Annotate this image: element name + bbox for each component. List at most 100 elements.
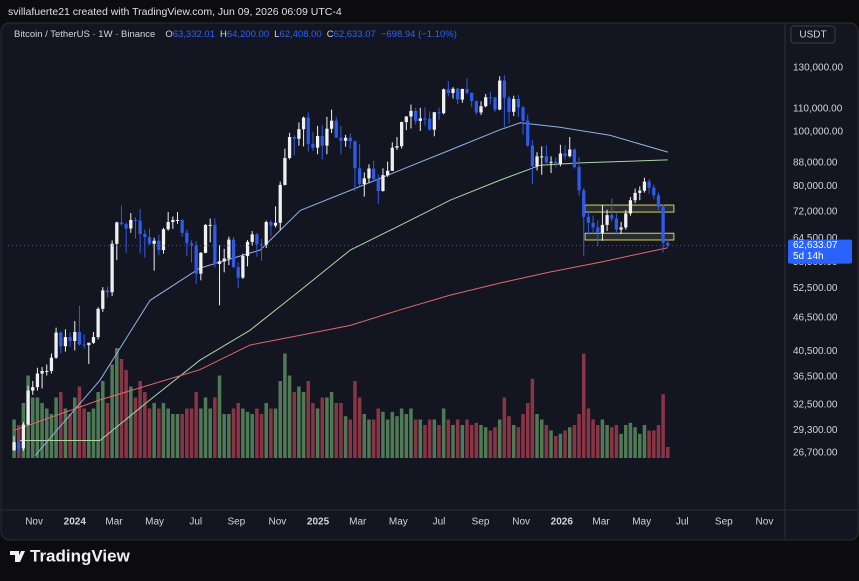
candle-body [189,243,194,246]
candle-body [460,88,464,100]
volume-bar [544,425,549,458]
volume-bar [474,422,479,458]
volume-bar [194,392,198,458]
candle-body [124,224,128,229]
candle-body [325,128,329,146]
volume-bar [96,392,100,458]
legend-value: 62,633.07 [334,29,376,40]
volume-bar [539,419,544,458]
x-tick-label: Mar [105,517,123,528]
candle-body [49,357,54,371]
x-tick-label: Nov [512,517,530,528]
volume-bar [222,414,226,458]
countdown: 5d 14h [793,251,824,262]
candle-body [231,239,236,268]
volume-bar [614,425,619,458]
candle-body [535,156,539,167]
volume-bar [511,425,516,458]
volume-bar [423,425,427,458]
candle-body [259,244,264,246]
last-price-box [788,239,852,264]
y-tick-label: 110,000.00 [793,103,843,114]
volume-bar [339,403,343,458]
candle-body [101,290,105,309]
volume-bar [147,408,152,458]
volume-bar [661,394,665,458]
candle-body [297,129,301,139]
candle-body [390,147,394,171]
candle-body [208,224,212,226]
volume-bar [591,419,595,458]
volume-bar [105,403,110,458]
candle-body [624,213,628,228]
candle-body [213,224,217,264]
volume-bar [343,416,348,458]
candle-body [493,97,497,110]
candle-body [329,120,334,129]
volume-bar [362,414,367,458]
candle-body [572,149,577,168]
candle-body [96,308,100,338]
candle-body [498,80,502,110]
volume-bar [241,408,245,458]
volume-bar [497,419,502,458]
candle-body [418,118,422,121]
candle-body [666,242,670,246]
volume-bar [30,397,35,458]
x-tick-label: Sep [472,517,490,528]
volume-bar [231,408,236,458]
volume-bar [371,419,376,458]
volume-bar [306,381,310,458]
candle-body [59,332,63,347]
candle-body [591,222,595,228]
currency-box[interactable] [790,25,836,44]
legend: Bitcoin / TetherUS · 1W · Binance O63,332… [14,29,457,40]
y-tick-label: 46,500.00 [793,313,838,324]
candle-body [385,170,390,176]
candle-body [63,337,68,347]
candle-body [21,424,26,449]
candle-body [661,206,665,243]
volume-bar [409,408,413,458]
candle-body [446,89,450,94]
candle-body [488,97,492,99]
moving-average [34,122,668,456]
candle-body [582,190,586,217]
candle-body [287,137,292,159]
volume-bar [227,414,231,458]
candle-body [521,107,525,121]
candle-body [432,112,436,130]
candle-body [507,97,511,112]
candle-body [334,120,338,138]
volume-bar [605,425,609,458]
volume-bar [325,397,329,458]
volume-bar [385,419,390,458]
volume-bar [166,408,170,458]
volume-bar [101,381,105,458]
candle-body [526,120,530,146]
volume-bar [110,364,114,458]
volume-bar [171,414,175,458]
candle-body [73,332,77,342]
candle-body [105,290,110,293]
x-tick-label: Nov [25,517,43,528]
candle-body [45,370,49,372]
volume-bar [460,425,465,458]
candle-body [185,232,189,244]
volume-bar [638,433,642,458]
x-tick-label: Nov [756,517,774,528]
volume-bar [301,392,306,458]
volume-bar [175,414,180,458]
volume-bar [133,397,138,458]
candle-body [264,222,268,245]
candle-body [269,222,273,226]
candle-body [381,175,385,192]
zone [584,232,675,241]
candle-body [273,222,278,226]
currency[interactable]: USDT [799,30,826,41]
candle-body [278,184,282,223]
chart-panel [0,22,859,541]
candle-body [152,240,156,244]
volume-bar [572,425,577,458]
volume-bar [507,416,511,458]
